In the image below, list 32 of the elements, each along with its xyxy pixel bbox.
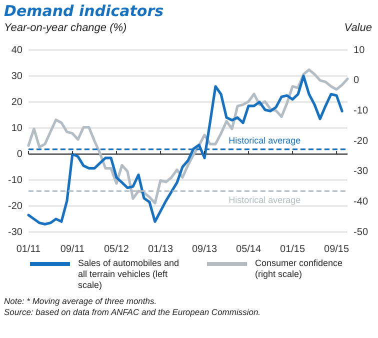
x-tick-label: 09/15 <box>324 244 350 255</box>
x-tick-label: 05/12 <box>104 244 130 255</box>
legend-label: Consumer confidence (right scale) <box>255 258 344 280</box>
y-tick-label: -30 <box>8 226 23 238</box>
ref-line-label: Historical average <box>228 135 301 146</box>
y2-tick-label: -20 <box>354 136 368 147</box>
x-tick-label: 01/11 <box>16 244 42 255</box>
x-tick-label: 01/13 <box>148 244 174 255</box>
legend-label: Sales of automobiles and all terrain vehicles (left scale) <box>78 258 180 291</box>
x-tick-label: 09/11 <box>60 244 86 255</box>
x-tick-label: 09/13 <box>192 244 218 255</box>
y-tick-label: 40 <box>11 44 23 56</box>
y2-tick-label: 10 <box>354 44 366 56</box>
y-tick-label: 0 <box>16 148 23 160</box>
y-axis-title: Year-on-year change (%) <box>4 22 127 34</box>
text: Note: * Moving average of three months. <box>4 296 158 307</box>
y2-tick-label: -50 <box>354 226 368 238</box>
y2-tick-label: -30 <box>354 166 368 178</box>
y2-tick-label: 0 <box>354 75 360 86</box>
y-tick-label: 20 <box>11 96 23 108</box>
x-tick-label: 01/15 <box>280 244 306 255</box>
y-tick-label: -20 <box>8 200 23 212</box>
source-note: Source: based on data from ANFAC and the European Commission. <box>4 307 261 318</box>
x-tick-label: 05/14 <box>236 244 262 255</box>
y2-axis-title: Value <box>344 22 372 34</box>
y-tick-label: 10 <box>11 122 23 134</box>
y-tick-label: -10 <box>8 174 23 186</box>
y2-tick-label: -10 <box>354 105 368 116</box>
y2-tick-label: -40 <box>354 196 368 208</box>
chart-title: Demand indicators <box>4 2 164 20</box>
y-tick-label: 30 <box>11 70 23 82</box>
ref-line-label: Historical average <box>228 195 301 206</box>
